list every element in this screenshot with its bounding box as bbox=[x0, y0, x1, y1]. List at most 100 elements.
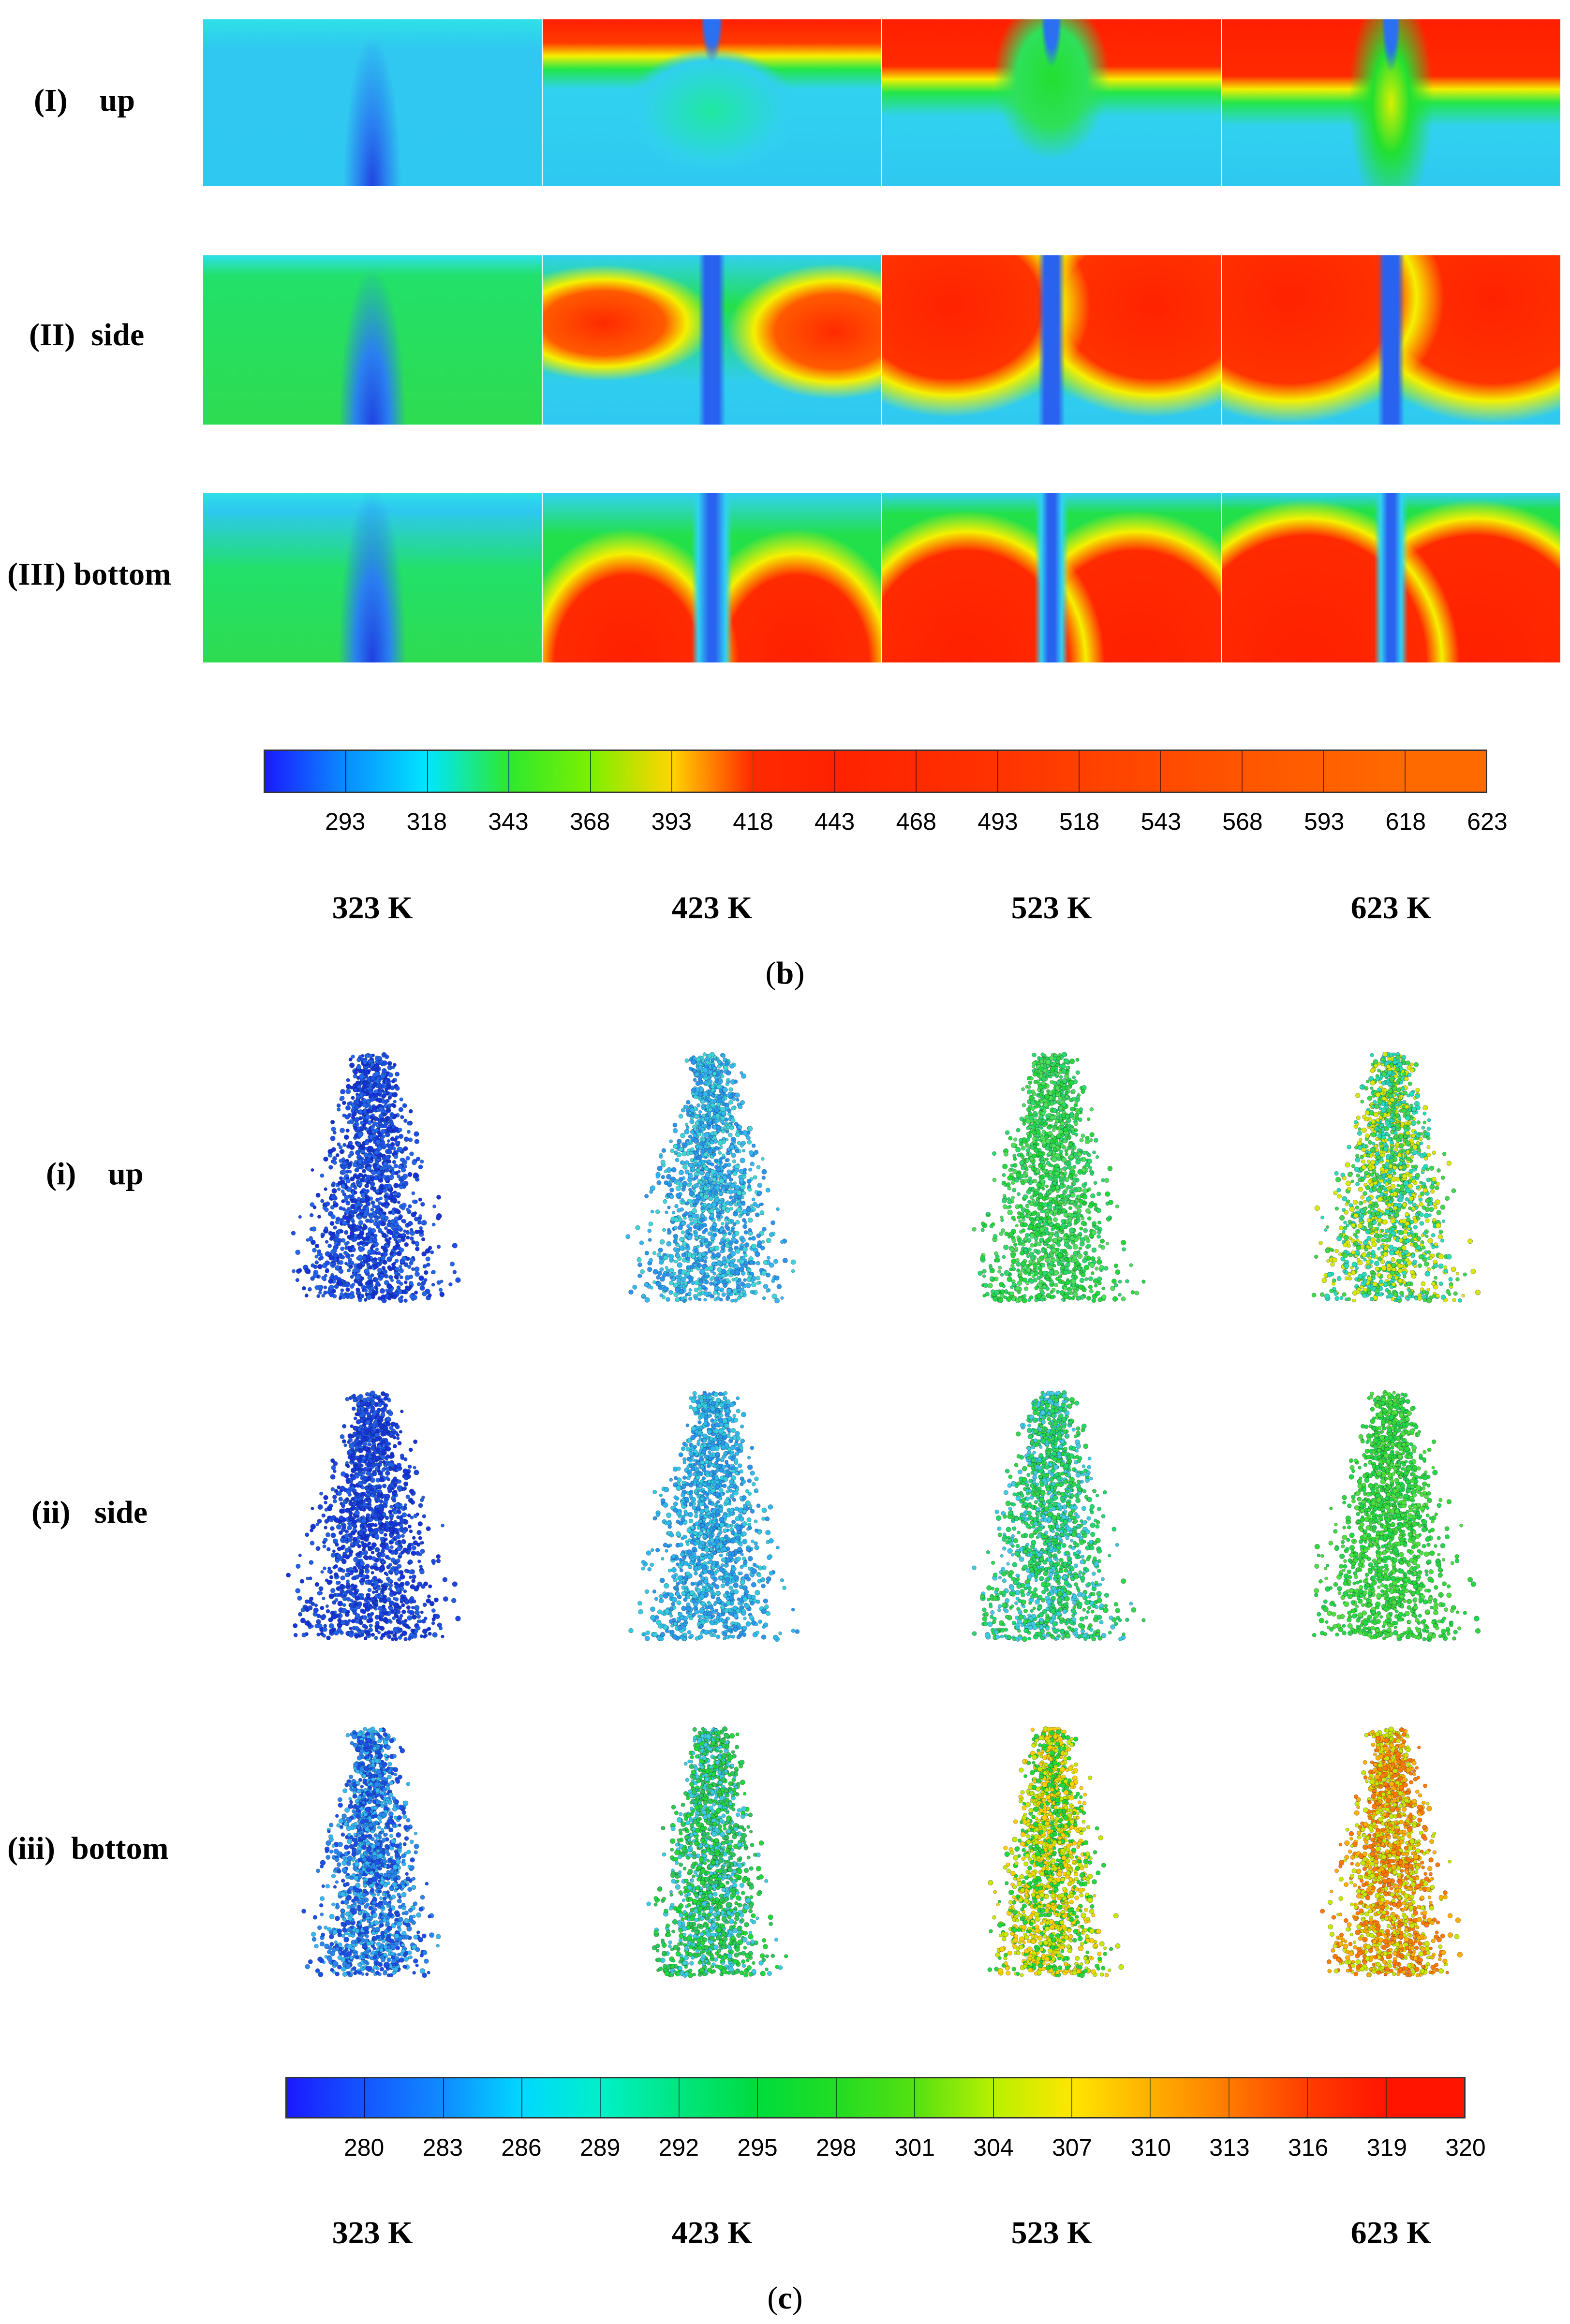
row-label-iii-bottom: (iii) bottom bbox=[7, 1831, 169, 1866]
contour-bottom-323 bbox=[203, 493, 542, 662]
particle-cloud-row2-col2 bbox=[628, 1391, 800, 1642]
col-label-c-523: 523 K bbox=[1011, 2215, 1092, 2250]
particle-cloud-row3-col2 bbox=[646, 1726, 788, 1978]
colorbar-tick-label: 518 bbox=[1059, 808, 1100, 835]
cbar-c-segment bbox=[1072, 2078, 1151, 2117]
cbar-c-segment bbox=[601, 2078, 680, 2117]
cbar-b-segment bbox=[917, 751, 998, 792]
colorbar-tick-label: 295 bbox=[737, 2134, 778, 2161]
particle-cloud-row3-col3 bbox=[987, 1726, 1124, 1978]
row-label-i-up: (i) up bbox=[46, 1156, 144, 1191]
colorbar-tick-label: 623 bbox=[1467, 808, 1508, 835]
colorbar-tick-label: 293 bbox=[325, 808, 366, 835]
particle-cloud-row1-col4 bbox=[1311, 1051, 1481, 1304]
colorbar-tick-label: 283 bbox=[422, 2134, 463, 2161]
caption-b: (b) bbox=[765, 956, 805, 991]
cbar-c-segment bbox=[1151, 2078, 1229, 2117]
contour-bottom-423 bbox=[543, 493, 881, 662]
cbar-c-segment bbox=[993, 2078, 1073, 2117]
contour-up-623 bbox=[1222, 19, 1560, 186]
particle-cloud-row1-col3 bbox=[972, 1051, 1146, 1304]
colorbar-tick-label: 307 bbox=[1052, 2134, 1093, 2161]
colorbar-tick-label: 618 bbox=[1385, 808, 1426, 835]
cbar-c-segment bbox=[1386, 2078, 1465, 2117]
colorbar-tick-label: 313 bbox=[1209, 2134, 1250, 2161]
col-label-c-623: 623 K bbox=[1350, 2215, 1432, 2250]
colorbar-tick-label: 319 bbox=[1366, 2134, 1407, 2161]
cbar-b-segment bbox=[346, 751, 428, 792]
contour-up-423 bbox=[543, 19, 881, 186]
colorbar-b bbox=[264, 750, 1487, 793]
cbar-c-segment bbox=[680, 2078, 758, 2117]
cbar-b-segment bbox=[754, 751, 835, 792]
contour-up-323 bbox=[203, 19, 542, 186]
colorbar-tick-label: 318 bbox=[406, 808, 447, 835]
colorbar-tick-label: 368 bbox=[569, 808, 610, 835]
particle-cloud-row3-col4 bbox=[1320, 1726, 1463, 1978]
contour-side-423 bbox=[543, 255, 881, 425]
cbar-b-segment bbox=[1324, 751, 1406, 792]
colorbar-tick-label: 418 bbox=[733, 808, 773, 835]
col-label-523: 523 K bbox=[1011, 890, 1092, 926]
particle-cloud-row2-col3 bbox=[972, 1390, 1146, 1642]
colorbar-tick-label: 593 bbox=[1303, 808, 1345, 835]
col-label-c-323: 323 K bbox=[332, 2215, 413, 2250]
cbar-b-segment bbox=[1405, 751, 1486, 792]
cbar-b-segment bbox=[265, 751, 347, 792]
contour-bottom-623 bbox=[1222, 493, 1560, 662]
cbar-c-segment bbox=[836, 2078, 916, 2117]
cbar-c-segment bbox=[365, 2078, 444, 2117]
cbar-c-segment bbox=[1308, 2078, 1387, 2117]
colorbar-tick-label: 468 bbox=[896, 808, 937, 835]
contour-bottom-523 bbox=[882, 493, 1221, 662]
colorbar-tick-label: 543 bbox=[1140, 808, 1182, 835]
caption-c: (c) bbox=[767, 2280, 803, 2316]
colorbar-tick-label: 320 bbox=[1445, 2134, 1486, 2161]
cbar-b-segment bbox=[835, 751, 917, 792]
cbar-c-segment bbox=[287, 2078, 366, 2117]
colorbar-tick-label: 304 bbox=[973, 2134, 1014, 2161]
colorbar-c bbox=[285, 2077, 1466, 2118]
particle-cloud-row2-col1 bbox=[286, 1390, 461, 1641]
cbar-b-segment bbox=[1080, 751, 1161, 792]
particle-plots bbox=[286, 1051, 1481, 1978]
col-label-323: 323 K bbox=[332, 890, 413, 926]
particle-cloud-row1-col2 bbox=[625, 1052, 796, 1304]
colorbar-tick-label: 443 bbox=[814, 808, 855, 835]
cbar-c-segment bbox=[915, 2078, 994, 2117]
col-label-c-423: 423 K bbox=[671, 2215, 753, 2250]
particle-cloud-row1-col1 bbox=[291, 1052, 461, 1304]
contour-side-523 bbox=[882, 255, 1221, 425]
colorbar-tick-label: 310 bbox=[1130, 2134, 1171, 2161]
colorbar-tick-label: 280 bbox=[343, 2134, 385, 2161]
cbar-c-segment bbox=[444, 2078, 523, 2117]
cbar-b-segment bbox=[591, 751, 673, 792]
particle-cloud-row3-col1 bbox=[301, 1726, 441, 1978]
cbar-c-segment bbox=[1229, 2078, 1308, 2117]
cbar-b-segment bbox=[672, 751, 754, 792]
colorbar-tick-label: 289 bbox=[579, 2134, 621, 2161]
cbar-b-segment bbox=[1242, 751, 1324, 792]
contour-up-523 bbox=[882, 19, 1221, 186]
col-label-623: 623 K bbox=[1350, 890, 1432, 926]
cbar-b-segment bbox=[998, 751, 1080, 792]
colorbar-tick-label: 568 bbox=[1222, 808, 1263, 835]
particle-cloud-row2-col4 bbox=[1312, 1390, 1481, 1642]
cbar-b-segment bbox=[428, 751, 510, 792]
cbar-c-segment bbox=[522, 2078, 601, 2117]
row-label-up: (I) up bbox=[34, 83, 135, 118]
colorbar-tick-label: 393 bbox=[651, 808, 692, 835]
colorbar-tick-label: 301 bbox=[894, 2134, 935, 2161]
row-label-ii-side: (ii) side bbox=[31, 1495, 148, 1530]
colorbar-tick-label: 286 bbox=[501, 2134, 542, 2161]
row-label-bottom: (III) bottom bbox=[7, 557, 172, 592]
cbar-b-segment bbox=[509, 751, 591, 792]
col-label-423: 423 K bbox=[671, 890, 753, 926]
colorbar-tick-label: 316 bbox=[1288, 2134, 1329, 2161]
contour-side-623 bbox=[1222, 255, 1560, 425]
contour-side-323 bbox=[203, 255, 542, 425]
cbar-c-segment bbox=[758, 2078, 837, 2117]
row-label-side: (II) side bbox=[29, 317, 145, 353]
colorbar-tick-label: 493 bbox=[978, 808, 1018, 835]
colorbar-tick-label: 343 bbox=[488, 808, 529, 835]
